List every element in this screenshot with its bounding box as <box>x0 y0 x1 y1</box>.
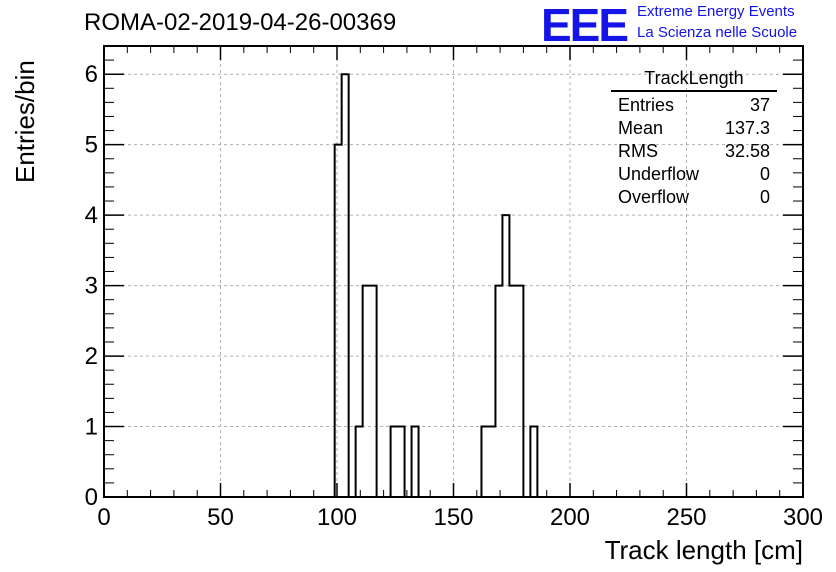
histogram-bin <box>391 427 398 497</box>
stats-label: Underflow <box>618 164 700 184</box>
axis-ticks <box>103 45 804 498</box>
histogram-bin <box>530 427 537 497</box>
x-tick-label: 150 <box>433 504 473 531</box>
tick-labels: 0 50 100 150 200 250 300 0 1 2 3 4 5 6 <box>85 61 823 531</box>
x-tick-label: 200 <box>550 504 590 531</box>
logo-tagline-2: La Scienza nelle Scuole <box>637 24 798 41</box>
stats-row-rms: RMS 32.58 <box>611 140 777 163</box>
stats-value: 0 <box>759 164 770 184</box>
histogram-bin <box>398 427 405 497</box>
x-axis-label: Track length [cm] <box>604 535 803 565</box>
grid-lines <box>104 46 803 497</box>
histogram-bin <box>363 286 370 497</box>
stats-row-entries: Entries 37 <box>611 94 777 117</box>
x-tick-label: 50 <box>207 504 234 531</box>
y-tick-label: 2 <box>85 343 98 370</box>
stats-label: Overflow <box>618 187 690 207</box>
stats-label: RMS <box>618 141 658 161</box>
histogram-bin <box>488 427 495 497</box>
histogram-bin <box>509 286 516 497</box>
stats-box: TrackLength Entries 37 Mean 137.3 RMS 32… <box>611 68 777 209</box>
histogram-bin <box>516 286 523 497</box>
histogram-bin <box>370 286 377 497</box>
plot-frame <box>103 45 804 498</box>
stats-value: 0 <box>759 187 770 207</box>
x-tick-label: 100 <box>317 504 357 531</box>
stats-label: Mean <box>618 118 664 138</box>
x-tick-label: 0 <box>97 504 110 531</box>
x-tick-label: 300 <box>783 504 823 531</box>
histogram-bin <box>356 427 363 497</box>
stats-row-overflow: Overflow 0 <box>611 186 777 209</box>
histogram-bin <box>495 286 502 497</box>
stats-value: 137.3 <box>724 118 770 138</box>
logo-tagline-1: Extreme Energy Events <box>637 3 795 20</box>
x-tick-label: 250 <box>666 504 706 531</box>
y-tick-label: 5 <box>85 132 98 159</box>
y-tick-label: 4 <box>85 202 98 229</box>
y-axis-label: Entries/bin <box>10 60 40 183</box>
eee-logo: EEE <box>541 0 629 51</box>
y-tick-label: 6 <box>85 61 98 88</box>
stats-value: 32.58 <box>724 141 770 161</box>
stats-row-underflow: Underflow 0 <box>611 163 777 186</box>
y-tick-label: 0 <box>85 484 98 511</box>
stats-value: 37 <box>749 95 770 115</box>
run-title: ROMA-02-2019-04-26-00369 <box>84 9 397 36</box>
stats-row-mean: Mean 137.3 <box>611 117 777 140</box>
stats-title: TrackLength <box>611 68 777 92</box>
histogram-bin <box>412 427 419 497</box>
y-tick-label: 1 <box>85 414 98 441</box>
stats-label: Entries <box>618 95 675 115</box>
y-tick-label: 3 <box>85 273 98 300</box>
histogram-bin <box>335 145 342 497</box>
histogram-bin <box>481 427 488 497</box>
